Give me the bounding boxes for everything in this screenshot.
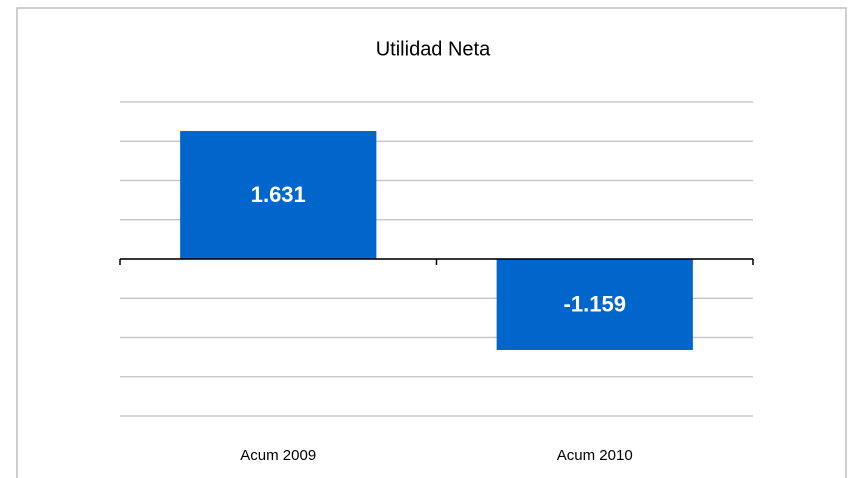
data-label: -1.159 [564,291,626,316]
bar [180,130,377,259]
x-tick-label: Acum 2009 [240,447,316,464]
x-tick-label: Acum 2010 [557,447,633,464]
bar [496,259,693,350]
chart-title: Utilidad Neta [376,38,491,60]
chart-frame [16,7,847,478]
data-label: 1.631 [251,182,306,207]
